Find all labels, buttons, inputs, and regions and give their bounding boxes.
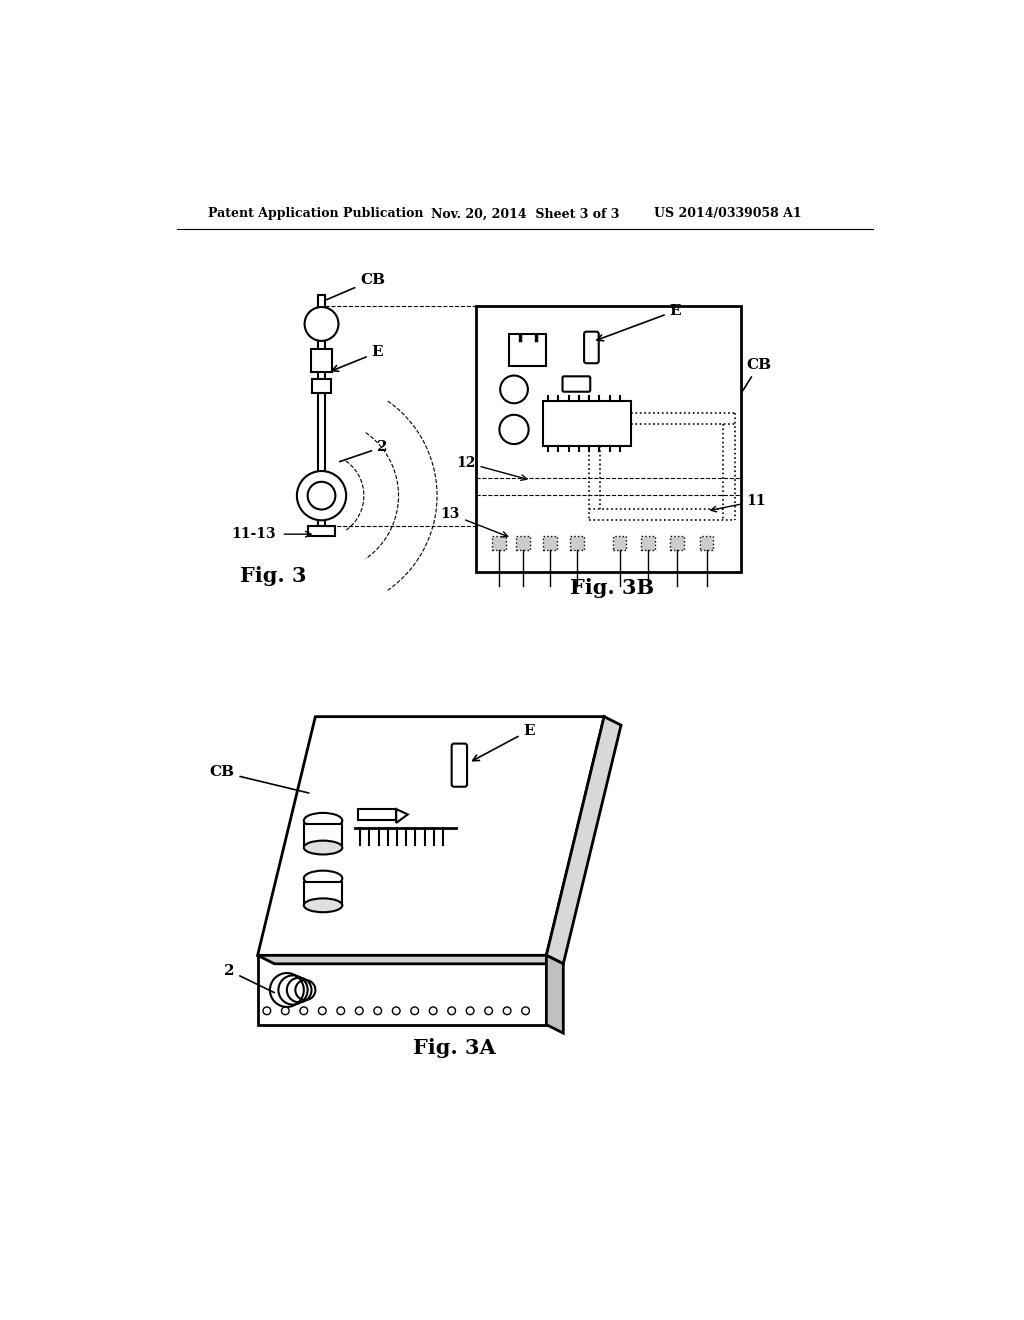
Text: CB: CB (327, 273, 385, 300)
Bar (612, 536, 627, 549)
Text: CB: CB (209, 766, 309, 793)
Polygon shape (317, 296, 326, 536)
Text: 12: 12 (456, 455, 526, 480)
Bar (310, 350, 333, 372)
FancyBboxPatch shape (562, 376, 590, 392)
Text: Nov. 20, 2014  Sheet 3 of 3: Nov. 20, 2014 Sheet 3 of 3 (431, 207, 620, 220)
Bar (671, 536, 684, 549)
Text: Fig. 3: Fig. 3 (240, 566, 306, 586)
Bar (641, 536, 655, 549)
Text: 2: 2 (224, 964, 274, 993)
Circle shape (429, 1007, 437, 1015)
Text: 13: 13 (440, 507, 508, 537)
Bar (570, 536, 584, 549)
Circle shape (500, 414, 528, 444)
Bar (304, 882, 342, 906)
Circle shape (318, 1007, 326, 1015)
Circle shape (337, 1007, 345, 1015)
Bar (357, 809, 396, 820)
Text: Fig. 3B: Fig. 3B (569, 578, 654, 598)
Circle shape (521, 1007, 529, 1015)
Polygon shape (258, 956, 563, 964)
Circle shape (282, 1007, 289, 1015)
Text: Fig. 3A: Fig. 3A (413, 1038, 496, 1057)
Text: E: E (597, 304, 681, 341)
Text: CB: CB (742, 358, 772, 391)
Circle shape (411, 1007, 419, 1015)
Polygon shape (547, 717, 621, 964)
Polygon shape (547, 956, 563, 1034)
Text: E: E (473, 723, 535, 760)
Bar (475, 306, 741, 572)
Bar (543, 401, 631, 446)
Text: Patent Application Publication: Patent Application Publication (208, 207, 423, 220)
Bar (304, 825, 342, 847)
Ellipse shape (304, 899, 342, 912)
Circle shape (355, 1007, 364, 1015)
Circle shape (447, 1007, 456, 1015)
Polygon shape (396, 809, 408, 822)
Circle shape (466, 1007, 474, 1015)
Polygon shape (258, 956, 547, 1024)
Text: E: E (332, 346, 383, 371)
Ellipse shape (304, 813, 342, 829)
Text: 11: 11 (711, 494, 766, 512)
Circle shape (263, 1007, 270, 1015)
Circle shape (300, 1007, 307, 1015)
FancyBboxPatch shape (452, 743, 467, 787)
Polygon shape (258, 717, 604, 956)
Bar (509, 334, 547, 367)
Circle shape (304, 308, 339, 341)
Ellipse shape (304, 841, 342, 854)
Bar (492, 536, 506, 549)
Bar (544, 536, 557, 549)
Bar (699, 536, 714, 549)
Circle shape (392, 1007, 400, 1015)
Bar (307, 527, 336, 536)
Circle shape (500, 376, 528, 404)
Text: 2: 2 (340, 440, 387, 462)
Circle shape (307, 482, 336, 510)
Ellipse shape (304, 871, 342, 886)
Text: US 2014/0339058 A1: US 2014/0339058 A1 (654, 207, 802, 220)
FancyBboxPatch shape (584, 331, 599, 363)
Circle shape (503, 1007, 511, 1015)
Circle shape (374, 1007, 382, 1015)
Text: 11-13: 11-13 (231, 527, 276, 541)
Circle shape (297, 471, 346, 520)
Bar (516, 536, 530, 549)
Circle shape (484, 1007, 493, 1015)
Bar (312, 379, 331, 393)
